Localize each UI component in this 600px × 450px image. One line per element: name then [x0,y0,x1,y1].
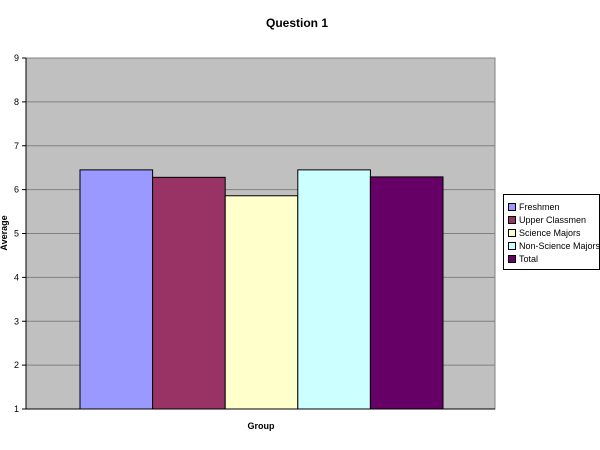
bar-non-science-majors [297,169,371,410]
y-tick-label: 7 [14,141,19,151]
legend-swatch [508,215,516,224]
y-tick-label: 8 [14,97,19,107]
y-tick-label: 5 [14,229,19,239]
chart-title: Question 1 [266,16,328,30]
legend-item: Upper Classmen [508,214,586,227]
bar-freshmen [79,169,154,410]
bars [79,169,444,410]
y-tick-label: 4 [14,272,19,282]
bar-total [369,176,444,410]
legend-label: Upper Classmen [519,215,587,225]
bar-upper-classmen [152,176,226,410]
legend-swatch [508,202,516,211]
legend-item: Total [508,253,538,266]
legend-item: Non-Science Majors [508,240,600,253]
y-tick-label: 3 [14,316,19,326]
legend-label: Non-Science Majors [519,241,600,251]
y-tick-label: 9 [14,53,19,63]
y-axis-label: Average [0,215,9,250]
y-tick-label: 2 [14,360,19,370]
legend-label: Science Majors [519,228,581,238]
legend-item: Freshmen [508,201,560,214]
x-axis-label: Group [248,421,275,431]
y-tick-label: 6 [14,185,19,195]
legend: Freshmen Upper Classmen Science Majors Non-… [503,194,600,270]
y-tick-label: 1 [14,404,19,414]
bar-science-majors [224,195,299,410]
legend-swatch [508,241,516,250]
y-axis-ticks: 1 2 3 4 5 6 7 8 9 [14,53,26,414]
legend-item: Science Majors [508,227,581,240]
legend-swatch [508,254,516,263]
legend-label: Total [519,254,539,264]
legend-swatch [508,228,516,237]
legend-label: Freshmen [519,202,560,212]
